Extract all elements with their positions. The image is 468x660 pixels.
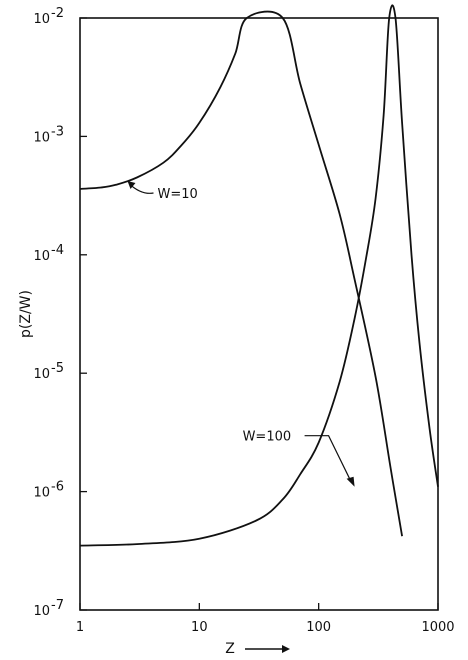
y-tick-label: 10 [33, 367, 50, 382]
annotation-arrow-w10 [127, 181, 136, 190]
x-tick-label: 1000 [421, 620, 454, 635]
y-axis-ticks: 10-210-310-410-510-610-7 [33, 6, 87, 619]
y-tick-exponent: -4 [51, 243, 64, 258]
annotation-leader-w100 [304, 435, 352, 481]
x-tick-label: 1 [76, 620, 84, 635]
series-line-w10 [79, 10, 403, 537]
annotation-w100: W=100 [243, 430, 292, 445]
x-tick-label: 100 [306, 620, 331, 635]
y-tick-exponent: -6 [51, 480, 64, 495]
y-tick-exponent: -3 [51, 124, 64, 139]
data-series [79, 4, 439, 547]
y-tick-mantissa: 10 [33, 604, 50, 619]
y-tick-mantissa: 10 [33, 130, 50, 145]
y-tick-label: 10 [33, 604, 50, 619]
y-tick-exponent: -2 [51, 6, 64, 21]
y-tick-mantissa: 10 [33, 486, 50, 501]
y-tick-label: 10 [33, 130, 50, 145]
y-tick-label: 10 [33, 249, 50, 264]
series-line-w100 [79, 4, 439, 547]
y-tick-label: 10 [33, 486, 50, 501]
y-tick-label: 10 [33, 12, 50, 27]
x-axis-label-group: Z [225, 641, 290, 657]
x-axis-ticks: 1 10 100 1000 [76, 603, 455, 635]
plot-frame [79, 17, 439, 611]
y-tick-mantissa: 10 [33, 249, 50, 264]
y-tick-exponent: -7 [51, 598, 64, 613]
y-axis-label: p(Z/W) [18, 290, 34, 338]
y-tick-exponent: -5 [51, 361, 64, 376]
x-axis-arrow-head [282, 645, 290, 653]
y-tick-mantissa: 10 [33, 12, 50, 27]
annotation-arrow-w100 [346, 476, 355, 487]
y-tick-mantissa: 10 [33, 367, 50, 382]
curve-annotations: W=10 W=100 [127, 181, 355, 487]
x-axis-label: Z [225, 641, 235, 657]
x-tick-label: 10 [191, 620, 208, 635]
annotation-w10: W=10 [157, 187, 197, 202]
